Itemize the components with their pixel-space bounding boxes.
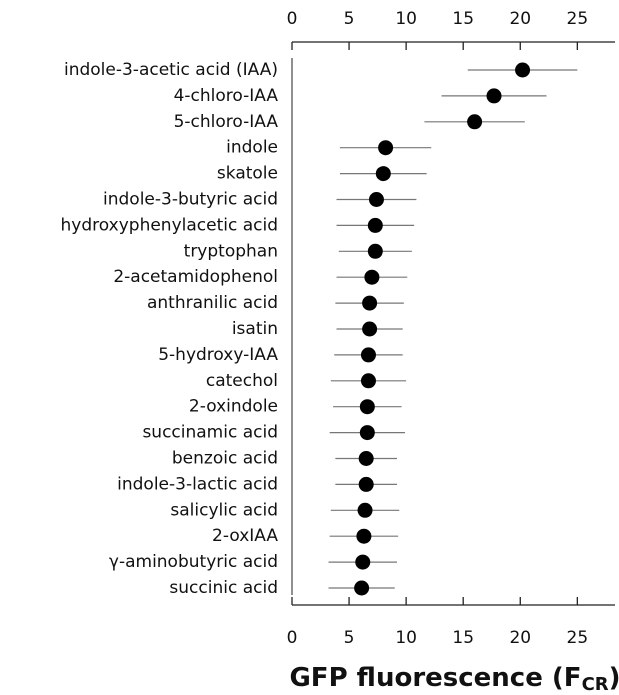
dot [467,114,483,130]
y-tick-label: 5-hydroxy-IAA [158,345,278,365]
dot [359,425,375,441]
dot [378,140,394,156]
dot [375,166,391,182]
y-tick-label: 2-acetamidophenol [113,267,278,287]
y-tick-label: 4-chloro-IAA [174,86,279,106]
y-tick-label: succinic acid [169,578,278,598]
x-tick-label: 20 [509,9,531,29]
y-tick-label: tryptophan [184,241,278,261]
y-tick-label: 2-oxIAA [212,526,278,546]
x-axis-label-text: GFP fluorescence (F [289,663,581,693]
x-tick-label: 25 [567,9,589,29]
y-tick-label: 2-oxindole [189,397,278,417]
dot [515,62,531,78]
y-tick-label: indole-3-lactic acid [117,474,278,494]
dot [364,269,380,285]
y-tick-label: hydroxyphenylacetic acid [61,215,278,235]
y-tick-label: skatole [217,164,278,184]
x-tick-label: 15 [452,9,474,29]
dot [359,399,375,415]
y-tick-label: catechol [206,371,278,391]
dot [367,217,383,233]
dot [360,347,376,363]
dot [358,476,374,492]
x-tick-label: 10 [395,628,417,648]
dot [486,88,502,104]
y-tick-label: salicylic acid [170,500,278,520]
x-tick-label: 0 [287,628,298,648]
x-tick-label: 0 [287,9,298,29]
y-tick-label: isatin [232,319,278,339]
y-tick-label: anthranilic acid [147,293,278,313]
y-tick-label: benzoic acid [172,449,278,469]
y-tick-label: γ-aminobutyric acid [109,552,278,572]
y-tick-label: indole-3-acetic acid (IAA) [64,60,278,80]
dot [356,528,372,544]
x-tick-label: 5 [344,9,355,29]
y-tick-label: succinamic acid [142,423,278,443]
dot [360,373,376,389]
dot [368,192,384,207]
dot [357,502,373,518]
x-tick-label: 15 [452,628,474,648]
y-tick-label: indole-3-butyric acid [103,190,278,210]
dot [362,295,378,311]
x-tick-label: 5 [344,628,355,648]
dot [354,580,370,596]
x-tick-label: 20 [509,628,531,648]
dot [355,554,371,570]
x-axis-label-subscript: CR [582,674,609,695]
y-tick-label: 5-chloro-IAA [174,112,279,132]
x-axis-label-suffix: ) [609,663,619,693]
x-tick-label: 10 [395,9,417,29]
y-tick-label: indole [226,138,278,158]
dot [367,243,383,259]
dot [358,451,374,466]
x-axis-label: GFP fluorescence (FCR) [289,663,619,695]
dot [362,321,378,337]
x-tick-label: 25 [567,628,589,648]
